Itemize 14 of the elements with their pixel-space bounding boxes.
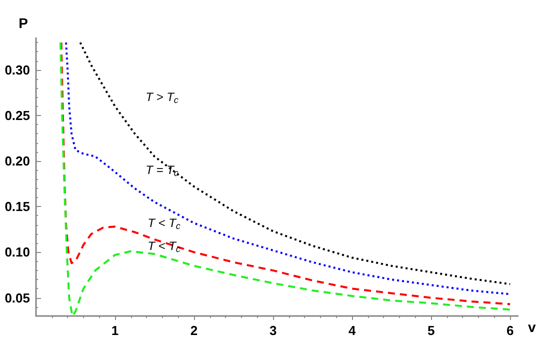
x-tick-label: 1: [111, 323, 119, 338]
y-axis-title: P: [18, 15, 28, 31]
x-tick-label: 2: [190, 323, 198, 338]
x-axis-title: v: [528, 319, 536, 335]
y-tick-label: 0.15: [4, 199, 30, 214]
x-tick-label: 6: [506, 323, 514, 338]
x-tick-label: 3: [269, 323, 277, 338]
x-tick-label: 5: [427, 323, 435, 338]
y-tick-label: 0.05: [4, 290, 30, 306]
y-tick-label: 0.30: [4, 62, 30, 78]
y-tick-label: 0.10: [4, 244, 30, 260]
y-tick-label: 0.25: [4, 108, 30, 123]
x-tick-label: 4: [348, 323, 356, 338]
y-tick-label: 0.20: [4, 154, 30, 169]
